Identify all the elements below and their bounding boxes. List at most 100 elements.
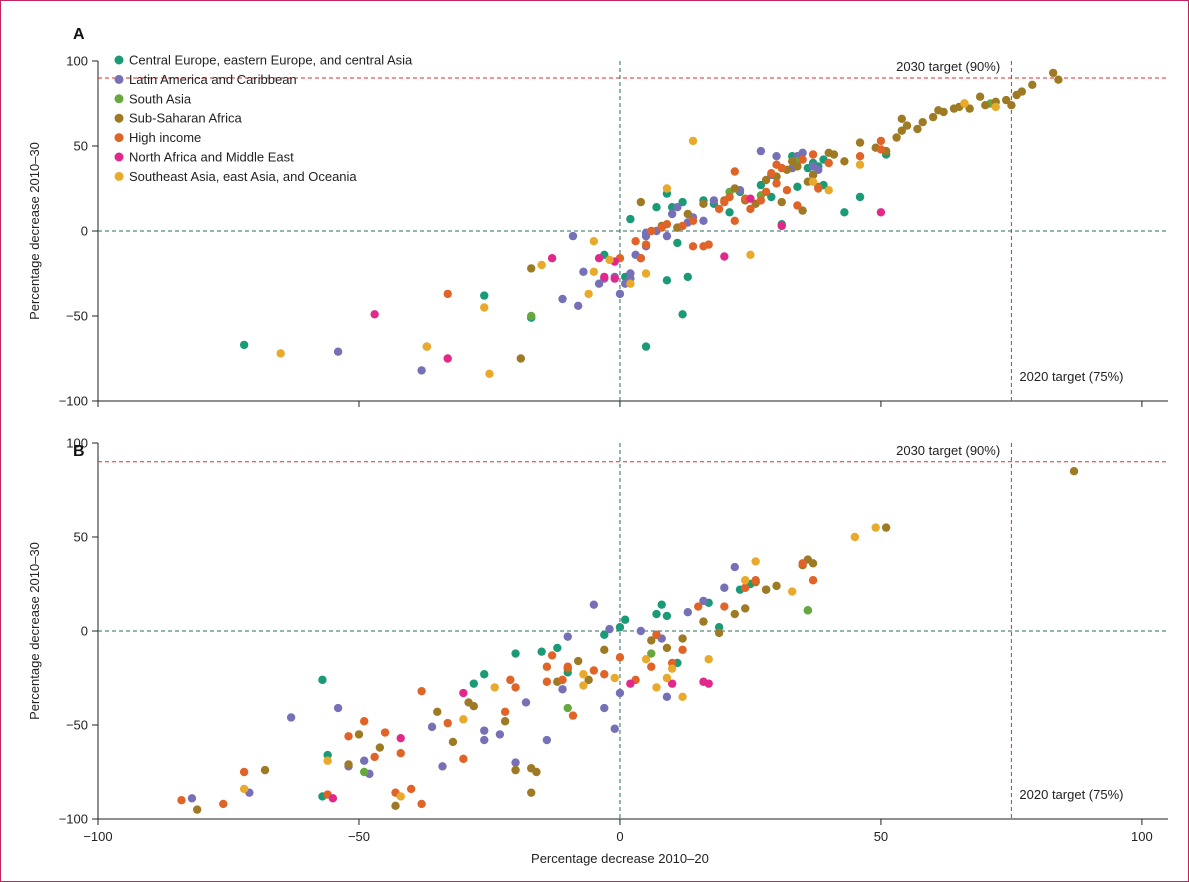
data-point xyxy=(678,692,687,701)
data-point xyxy=(480,735,489,745)
data-point xyxy=(678,645,687,654)
series-north_africa xyxy=(328,677,713,803)
data-point xyxy=(605,624,614,634)
y-tick-label: 0 xyxy=(81,224,88,239)
series-sub_saharan_africa xyxy=(516,68,1063,363)
data-point xyxy=(1017,87,1027,96)
data-point xyxy=(542,735,552,745)
data-point xyxy=(631,237,640,246)
legend-label: North Africa and Middle East xyxy=(129,150,294,165)
data-point xyxy=(553,643,562,653)
data-point xyxy=(610,274,619,283)
data-point xyxy=(730,216,739,225)
data-point xyxy=(761,187,771,197)
panel-a: A −100 −50 0 50 100 2030 target (90%) 2020 targ… xyxy=(27,26,1168,409)
data-point xyxy=(542,677,552,686)
series-southeast_asia xyxy=(239,523,880,801)
data-point xyxy=(527,264,536,273)
data-point xyxy=(662,611,672,621)
data-point xyxy=(641,342,651,351)
data-point xyxy=(480,670,489,679)
data-point xyxy=(589,267,599,276)
data-point xyxy=(746,204,755,214)
data-point xyxy=(511,758,520,767)
data-point xyxy=(777,163,786,173)
data-point xyxy=(375,743,385,752)
data-point xyxy=(537,260,546,270)
legend-marker xyxy=(114,55,124,65)
data-point xyxy=(636,626,646,636)
legend-label: Latin America and Caribbean xyxy=(129,72,297,87)
series-southeast_asia xyxy=(276,99,1000,378)
x-tick-label: 0 xyxy=(616,829,623,844)
data-point xyxy=(730,562,739,572)
legend-label: High income xyxy=(129,130,201,145)
data-point xyxy=(459,754,468,764)
data-point xyxy=(756,196,766,205)
data-point xyxy=(803,606,813,615)
data-point xyxy=(720,602,729,611)
data-point xyxy=(657,600,666,609)
data-point xyxy=(542,662,552,671)
legend-marker xyxy=(114,94,124,104)
data-point xyxy=(459,688,468,698)
data-point xyxy=(751,576,760,585)
data-point xyxy=(876,145,886,154)
data-point xyxy=(589,237,599,246)
data-point xyxy=(516,354,525,363)
data-point xyxy=(500,707,510,717)
data-point xyxy=(746,194,755,203)
data-point xyxy=(443,289,452,299)
data-point xyxy=(594,254,604,263)
data-point xyxy=(730,167,739,176)
data-point xyxy=(260,765,270,775)
legend-marker xyxy=(114,152,124,162)
data-point xyxy=(772,152,781,161)
data-point xyxy=(328,794,338,803)
y-tick-label: −100 xyxy=(59,812,88,827)
data-point xyxy=(892,133,901,142)
data-point xyxy=(636,197,646,207)
data-point xyxy=(480,291,489,300)
series-north_africa xyxy=(370,194,886,363)
data-point xyxy=(840,157,849,166)
data-point xyxy=(761,585,771,594)
data-point xyxy=(662,643,672,653)
data-point xyxy=(777,197,786,207)
data-point xyxy=(641,231,651,241)
data-point xyxy=(741,576,750,585)
data-point xyxy=(652,609,661,619)
data-point xyxy=(354,730,364,739)
data-point xyxy=(527,311,536,321)
data-point xyxy=(981,101,990,110)
data-point xyxy=(568,711,578,720)
data-point xyxy=(720,583,729,592)
data-point xyxy=(688,242,698,251)
data-point xyxy=(333,347,343,356)
y-tick-label: 0 xyxy=(81,624,88,639)
data-point xyxy=(704,679,713,688)
data-point xyxy=(610,724,619,733)
data-point xyxy=(422,342,432,351)
data-point xyxy=(688,216,698,225)
data-point xyxy=(391,801,400,811)
series-south_asia xyxy=(359,606,813,777)
data-point xyxy=(600,645,609,654)
data-point xyxy=(678,221,687,231)
data-point xyxy=(469,679,479,688)
data-point xyxy=(417,366,426,375)
data-point xyxy=(641,240,651,249)
legend-marker xyxy=(114,74,124,84)
data-point xyxy=(506,675,515,685)
data-point xyxy=(594,279,604,288)
data-point xyxy=(787,157,797,166)
data-point xyxy=(647,636,656,645)
data-point xyxy=(359,717,369,726)
data-point xyxy=(192,805,202,814)
data-point xyxy=(746,250,755,259)
data-point xyxy=(751,557,760,566)
data-point xyxy=(897,114,907,124)
data-point xyxy=(615,688,625,698)
x-tick-label: −50 xyxy=(348,829,370,844)
data-point xyxy=(500,717,510,726)
